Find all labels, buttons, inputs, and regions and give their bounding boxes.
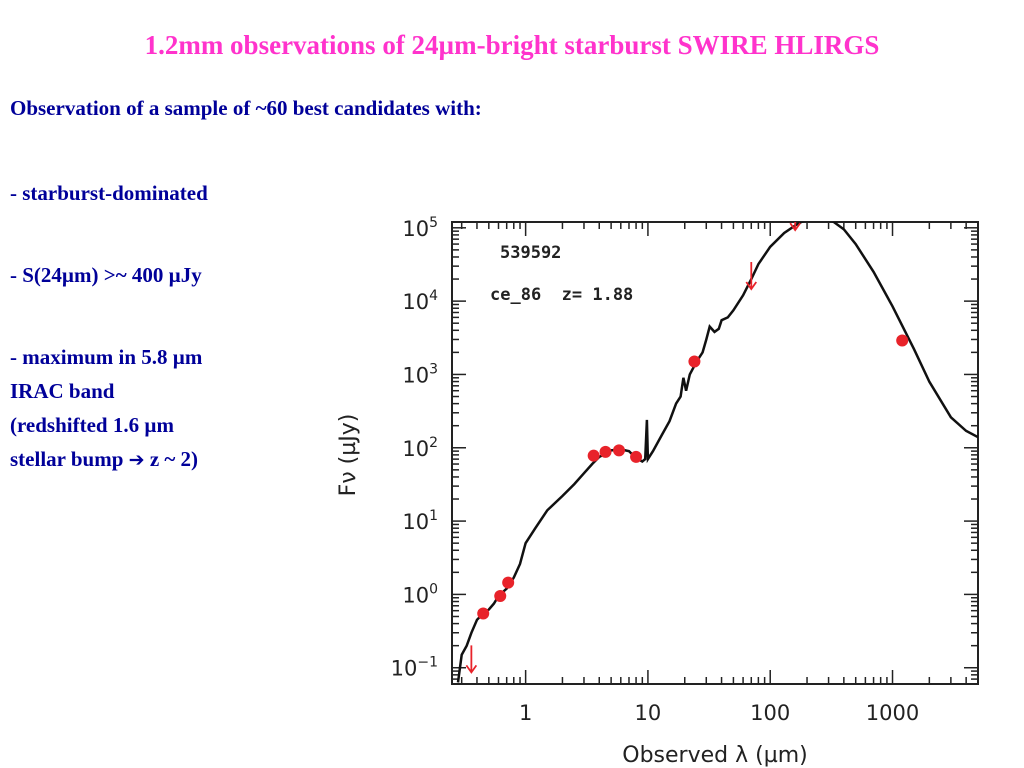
x-axis-title: Observed λ (µm): [622, 743, 807, 768]
x-tick-label: 1: [519, 701, 532, 725]
y-tick-label-base: 10: [402, 437, 429, 461]
bullet-starburst: - starburst-dominated: [10, 181, 208, 205]
x-tick-label: 10: [635, 701, 662, 725]
bullet-irac-line2: IRAC band: [10, 379, 115, 403]
y-tick-label-base: 10: [391, 657, 418, 681]
y-tick-label-base: 10: [402, 583, 429, 607]
y-tick-label-exponent: 0: [429, 581, 438, 597]
bullet-irac-line4-post: z ~ 2): [144, 447, 199, 471]
detection-point: [896, 334, 909, 347]
detection-point: [587, 449, 600, 462]
detection-point: [502, 576, 515, 589]
implies-arrow-icon: ➔: [128, 449, 145, 471]
intro-text: Observation of a sample of ~60 best cand…: [10, 96, 482, 120]
upper-limit-arrow-head: [465, 664, 478, 674]
y-tick-label-exponent: 5: [429, 215, 438, 231]
y-tick-label-base: 10: [402, 510, 429, 534]
y-major-ticks: [452, 227, 978, 669]
detection-point: [688, 355, 701, 368]
detection-point: [477, 607, 490, 620]
model-sed-line: [456, 222, 978, 683]
y-axis-title: Fν (µJy): [336, 414, 361, 497]
upper-limit-arrow: [745, 262, 758, 291]
upper-limit-arrow: [465, 645, 478, 674]
y-tick-label-exponent: 4: [429, 288, 438, 304]
bullet-irac-peak: - maximum in 5.8 µm IRAC band (redshifte…: [10, 340, 310, 477]
y-tick-label-exponent: 3: [429, 361, 438, 377]
detection-point: [630, 450, 643, 463]
x-major-ticks: [524, 222, 894, 684]
detection-point: [599, 445, 612, 458]
y-tick-label-base: 10: [402, 290, 429, 314]
bullet-irac-line3: (redshifted 1.6 µm: [10, 413, 174, 437]
y-tick-label-base: 10: [402, 217, 429, 241]
bullet-flux-cut: - S(24µm) >~ 400 µJy: [10, 263, 202, 287]
bullet-irac-line4-pre: stellar bump: [10, 447, 124, 471]
bullet-irac-line4: stellar bump ➔ z ~ 2): [10, 442, 310, 477]
upper-limit-arrow-head: [745, 281, 758, 291]
x-tick-label: 100: [750, 701, 790, 725]
y-tick-label-exponent: 1: [429, 508, 438, 524]
y-tick-label: 103: [402, 361, 438, 387]
detection-point: [494, 590, 507, 603]
upper-limit-arrows: [465, 222, 801, 674]
y-tick-label-exponent: −1: [417, 655, 438, 671]
y-tick-label: 10−1: [391, 655, 438, 681]
x-tick-labels: 1 10 100 1000: [519, 701, 919, 725]
slide-title: 1.2mm observations of 24µm-bright starbu…: [144, 30, 880, 60]
template-redshift-annotation: ce_86 z= 1.88: [490, 285, 633, 305]
x-minor-ticks: [460, 222, 979, 684]
source-id-annotation: 539592: [500, 243, 561, 263]
y-tick-label: 105: [402, 215, 438, 241]
y-tick-label: 101: [402, 508, 438, 534]
y-minor-ticks: [452, 230, 978, 685]
y-tick-label-base: 10: [402, 363, 429, 387]
y-tick-label: 104: [402, 288, 438, 314]
x-tick-label: 1000: [866, 701, 919, 725]
upper-limit-arrow-head: [789, 222, 801, 232]
bullet-irac-line1: - maximum in 5.8 µm: [10, 345, 203, 369]
detection-point: [612, 444, 625, 457]
upper-limit-arrow: [789, 222, 801, 232]
y-tick-label: 100: [402, 581, 438, 607]
plot-frame: [451, 221, 979, 685]
y-tick-label-exponent: 2: [429, 435, 438, 451]
y-tick-label: 102: [402, 435, 438, 461]
detection-points: [477, 334, 909, 620]
